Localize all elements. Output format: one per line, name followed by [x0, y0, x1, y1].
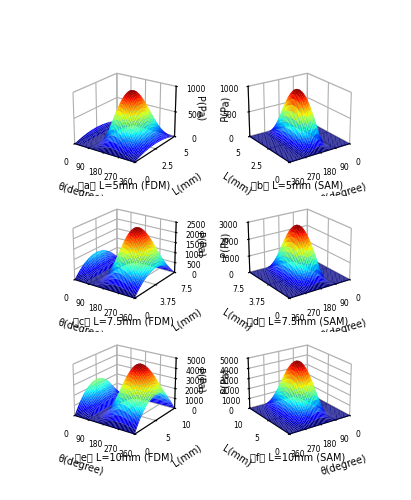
Text: （d） L=7.5mm (SAM): （d） L=7.5mm (SAM) [247, 316, 348, 326]
Text: （a） L=5mm (FDM): （a） L=5mm (FDM) [78, 180, 170, 190]
Y-axis label: L(mm): L(mm) [171, 171, 203, 197]
Text: （b） L=5mm (SAM): （b） L=5mm (SAM) [252, 180, 344, 190]
Text: （c） L=7.5mm (FDM): （c） L=7.5mm (FDM) [73, 316, 174, 326]
Text: （e） L=10mm (FDM): （e） L=10mm (FDM) [75, 452, 173, 462]
X-axis label: θ(degree): θ(degree) [57, 317, 105, 340]
X-axis label: θ(degree): θ(degree) [57, 182, 105, 205]
X-axis label: θ(degree): θ(degree) [57, 453, 105, 476]
Y-axis label: L(mm): L(mm) [171, 442, 203, 468]
Text: （f） L=10mm (SAM): （f） L=10mm (SAM) [250, 452, 345, 462]
X-axis label: θ(degree): θ(degree) [319, 182, 368, 205]
X-axis label: θ(degree): θ(degree) [319, 453, 368, 476]
Y-axis label: L(mm): L(mm) [171, 307, 203, 332]
Y-axis label: L(mm): L(mm) [221, 171, 253, 197]
X-axis label: θ(degree): θ(degree) [319, 317, 368, 340]
Y-axis label: L(mm): L(mm) [221, 307, 253, 332]
Y-axis label: L(mm): L(mm) [221, 442, 253, 468]
